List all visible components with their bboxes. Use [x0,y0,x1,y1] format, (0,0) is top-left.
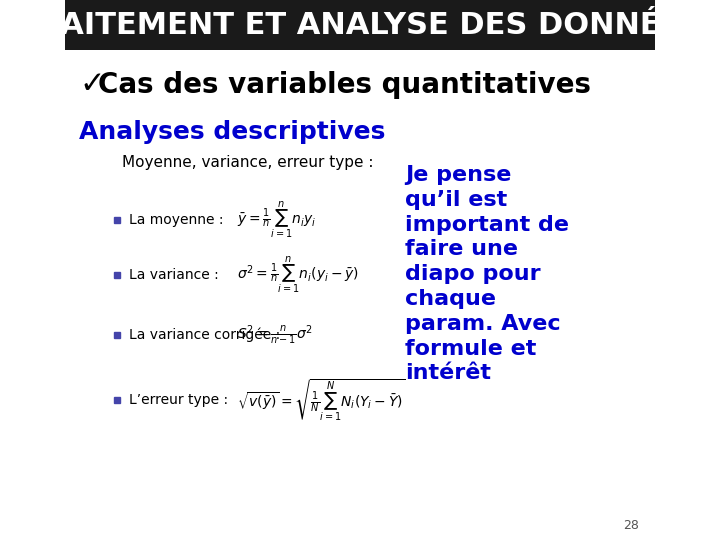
Text: Cas des variables quantitatives: Cas des variables quantitatives [97,71,590,99]
Text: $\bar{y}=\frac{1}{n}\sum_{i=1}^{n}n_i y_i$: $\bar{y}=\frac{1}{n}\sum_{i=1}^{n}n_i y_… [237,199,316,241]
Text: La variance corrigée :: La variance corrigée : [129,328,280,342]
Text: L’erreur type :: L’erreur type : [129,393,228,407]
Text: $S^2=\frac{n}{n-1}\sigma^2$: $S^2=\frac{n}{n-1}\sigma^2$ [237,323,313,347]
Text: La variance :: La variance : [129,268,218,282]
Text: Analyses descriptives: Analyses descriptives [79,120,386,144]
Text: Moyenne, variance, erreur type :: Moyenne, variance, erreur type : [122,154,374,170]
Text: TRAITEMENT ET ANALYSE DES DONNÉES: TRAITEMENT ET ANALYSE DES DONNÉES [17,10,703,39]
Text: ✓: ✓ [79,71,105,99]
Text: 28: 28 [623,519,639,532]
FancyBboxPatch shape [65,0,655,50]
Text: La moyenne :: La moyenne : [129,213,223,227]
Text: $\sqrt{v(\bar{y})}=\sqrt{\frac{1}{N}\sum_{i=1}^{N}N_i(Y_i-\bar{Y})}$: $\sqrt{v(\bar{y})}=\sqrt{\frac{1}{N}\sum… [237,377,405,423]
Text: $\sigma^2=\frac{1}{n}\sum_{i=1}^{n}n_i(y_i-\bar{y})$: $\sigma^2=\frac{1}{n}\sum_{i=1}^{n}n_i(y… [237,254,359,296]
Text: Je pense
qu’il est
important de
faire une
diapo pour
chaque
param. Avec
formule : Je pense qu’il est important de faire un… [405,165,569,383]
